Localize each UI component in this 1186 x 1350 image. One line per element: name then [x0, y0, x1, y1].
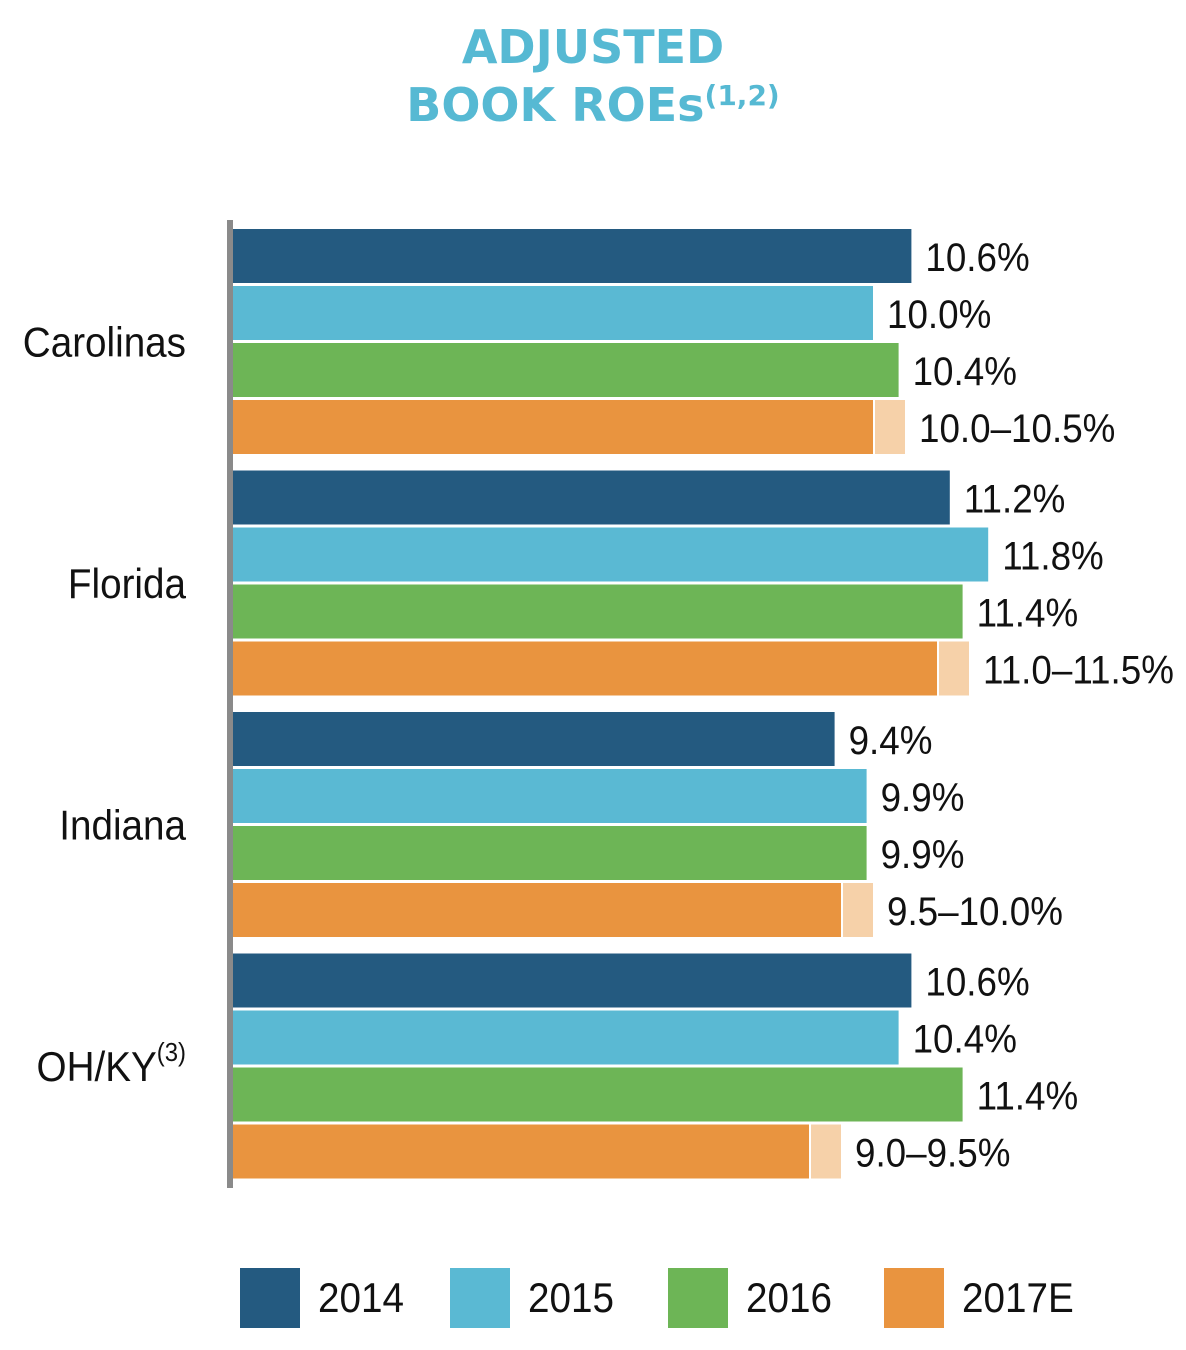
bar-florida-2015 [233, 527, 989, 582]
data-label-indiana-2015: 9.9% [881, 776, 965, 821]
bar-oh-ky-2014 [233, 953, 912, 1008]
bar-oh-ky-2017e [233, 1124, 809, 1179]
legend-swatch-2017e [884, 1268, 944, 1328]
data-label-florida-2017e: 11.0–11.5% [983, 648, 1174, 693]
bar-indiana-2017e [233, 883, 841, 937]
bar-oh-ky-2016 [233, 1067, 963, 1122]
data-label-oh-ky-2014: 10.6% [925, 960, 1029, 1005]
bar-carolinas-2016 [233, 343, 899, 397]
bar-florida-2014 [233, 470, 950, 525]
bar-range-carolinas-2017e [875, 400, 905, 454]
legend-swatch-2016 [668, 1268, 728, 1328]
data-label-carolinas-2017e: 10.0–10.5% [919, 407, 1115, 452]
chart-title: ADJUSTED BOOK ROEs(1,2) [0, 18, 1186, 141]
legend-label-2015: 2015 [528, 1274, 614, 1321]
data-label-carolinas-2016: 10.4% [913, 350, 1017, 395]
bar-florida-2016 [233, 584, 963, 639]
legend-swatch-2014 [240, 1268, 300, 1328]
bar-carolinas-2014 [233, 229, 912, 283]
bar-florida-2017e [233, 641, 937, 696]
legend-swatch-2015 [450, 1268, 510, 1328]
chart-legend: 2014 2015 2016 2017E [240, 1268, 1140, 1332]
bar-chart: Carolinas 10.6% 10.0% 10.4% 10.0–10.5% Florid… [23, 220, 1174, 1188]
bar-carolinas-2017e [233, 400, 873, 454]
category-label-florida: Florida [68, 559, 187, 607]
data-label-carolinas-2014: 10.6% [925, 236, 1029, 281]
bar-carolinas-2015 [233, 286, 873, 340]
data-label-indiana-2016: 9.9% [881, 833, 965, 878]
data-label-florida-2015: 11.8% [1002, 534, 1104, 579]
chart-title-line-1: ADJUSTED [461, 20, 725, 74]
data-label-florida-2014: 11.2% [964, 477, 1066, 522]
category-label-carolinas: Carolinas [23, 318, 186, 366]
data-label-oh-ky-2015: 10.4% [913, 1017, 1017, 1062]
chart-title-superscript: (1,2) [704, 79, 780, 112]
data-label-florida-2016: 11.4% [977, 591, 1079, 636]
bar-range-indiana-2017e [843, 883, 873, 937]
data-label-indiana-2014: 9.4% [849, 719, 933, 764]
data-label-oh-ky-2017e: 9.0–9.5% [855, 1131, 1010, 1176]
legend-label-2016: 2016 [746, 1274, 832, 1321]
legend-label-2014: 2014 [318, 1274, 404, 1321]
bar-indiana-2014 [233, 712, 835, 766]
bar-range-florida-2017e [939, 641, 969, 696]
legend-label-2017e: 2017E [962, 1274, 1074, 1321]
bar-range-oh-ky-2017e [811, 1124, 841, 1179]
bar-oh-ky-2015 [233, 1010, 899, 1065]
bar-indiana-2016 [233, 826, 867, 880]
chart-title-line-2-text: BOOK ROEs [406, 78, 705, 132]
data-label-carolinas-2015: 10.0% [887, 293, 991, 338]
data-label-indiana-2017e: 9.5–10.0% [887, 890, 1063, 935]
category-label-indiana: Indiana [59, 801, 186, 849]
data-label-oh-ky-2016: 11.4% [977, 1074, 1079, 1119]
chart-title-line-2: BOOK ROEs(1,2) [0, 76, 1186, 141]
category-label-oh-ky: OH/KY(3) [37, 1038, 186, 1090]
bar-indiana-2015 [233, 769, 867, 823]
